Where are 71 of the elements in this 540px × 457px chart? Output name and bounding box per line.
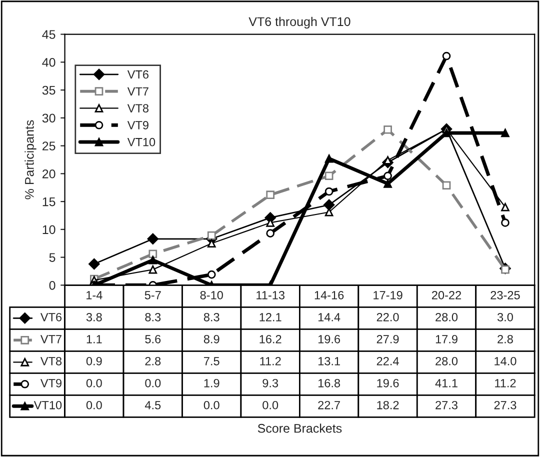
x-tick-label: 1-4 <box>86 291 102 300</box>
data-label: 9.3 <box>262 378 278 388</box>
data-label: 28.0 <box>436 356 458 366</box>
text: VT9 <box>40 378 62 388</box>
x-tick-label: 5-7 <box>144 291 161 300</box>
data-label: 27.9 <box>376 334 399 344</box>
x-tick-label: 11-13 <box>256 290 284 300</box>
data-label: 2.8 <box>145 356 161 366</box>
data-label: 12.1 <box>260 312 282 322</box>
text: VT6 <box>40 312 62 322</box>
data-label: 11.2 <box>495 378 516 388</box>
legend-label: VT10 <box>127 138 156 146</box>
y-tick-label: 15 <box>42 197 56 206</box>
y-tick-label: 45 <box>42 30 56 39</box>
data-label: 3.8 <box>86 312 102 322</box>
legend-label: VT6 <box>127 70 148 79</box>
data-label: 8.9 <box>204 334 220 344</box>
y-tick-label: 10 <box>42 225 56 234</box>
x-tick-label: 20-22 <box>432 290 462 300</box>
data-label: 8.3 <box>204 312 220 322</box>
data-label: 7.5 <box>204 357 220 366</box>
data-label: 2.8 <box>498 334 513 344</box>
y-tick-label: 5 <box>49 253 56 262</box>
data-label: 0.0 <box>204 400 220 410</box>
data-label: 17.9 <box>436 334 458 344</box>
x-tick-label: 14-16 <box>314 290 344 300</box>
y-tick-label: 35 <box>42 86 56 95</box>
data-label: 3.0 <box>497 312 513 322</box>
y-tick-label: 40 <box>42 58 56 67</box>
data-label: 1.1 <box>86 335 102 344</box>
text: Score Brackets <box>258 424 342 433</box>
text: VT7 <box>40 335 62 344</box>
legend-label: VT9 <box>127 121 148 130</box>
data-label: 8.3 <box>145 312 161 322</box>
y-tick-label: 0 <box>49 280 56 290</box>
chart-title: VT6 through VT10 <box>248 16 350 29</box>
data-label: 14.0 <box>494 356 516 366</box>
data-label: 16.2 <box>260 334 282 344</box>
legend-label: VT7 <box>127 87 148 96</box>
data-label: 11.2 <box>260 356 281 366</box>
y-tick-label: 20 <box>42 169 56 178</box>
data-label: 1.9 <box>204 378 220 388</box>
data-label: 19.6 <box>377 378 399 388</box>
legend-label: VT8 <box>127 104 148 112</box>
data-label: 22.4 <box>376 356 399 366</box>
data-label: 18.2 <box>377 400 399 410</box>
data-label: 0.0 <box>145 378 161 388</box>
data-label: 4.5 <box>144 401 161 410</box>
data-label: 41.1 <box>435 379 458 388</box>
data-label: 27.3 <box>436 400 458 410</box>
data-label: 0.0 <box>262 400 278 410</box>
data-label: 19.6 <box>318 334 340 344</box>
data-label: 22.7 <box>318 400 340 410</box>
data-label: 27.3 <box>494 400 516 410</box>
data-label: 16.8 <box>318 378 340 388</box>
data-label: 22.0 <box>376 312 399 322</box>
x-tick-label: 8-10 <box>200 290 223 300</box>
y-tick-label: 30 <box>42 114 56 123</box>
x-tick-label: 23-25 <box>490 290 520 300</box>
data-label: 13.1 <box>318 356 340 366</box>
data-label: 0.0 <box>86 378 102 388</box>
data-label: 28.0 <box>436 312 458 322</box>
data-label: 14.4 <box>318 313 340 322</box>
data-label: 0.0 <box>86 400 102 410</box>
x-tick-label: 17-19 <box>374 290 402 300</box>
y-axis-title: % Participants <box>24 120 36 200</box>
text: VT8 <box>40 356 62 366</box>
text: VT10 <box>34 400 62 410</box>
data-label: 5.6 <box>145 334 161 344</box>
y-tick-label: 25 <box>42 142 56 150</box>
data-label: 0.9 <box>86 356 102 366</box>
